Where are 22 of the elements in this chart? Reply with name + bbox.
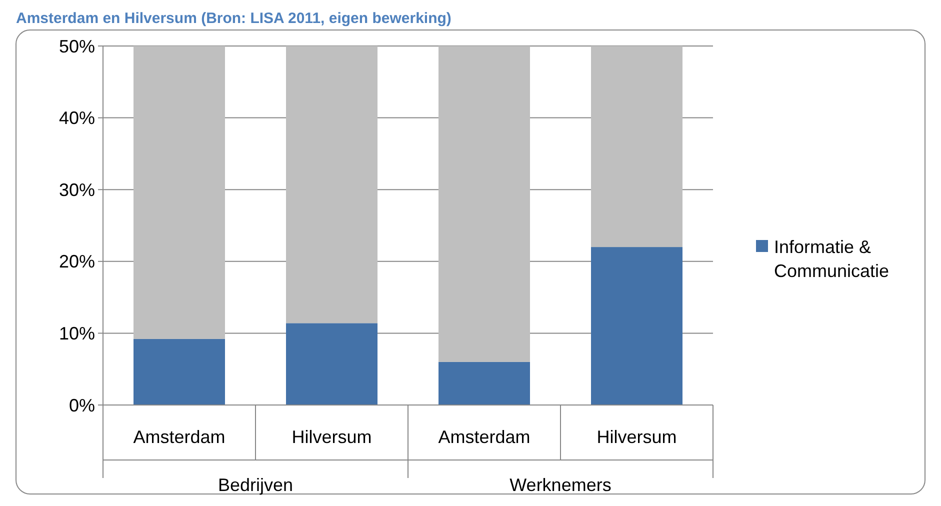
text: Bedrijven xyxy=(218,475,294,495)
y-tick-label: 30% xyxy=(58,180,95,200)
y-tick-label: 10% xyxy=(58,324,95,344)
y-tick-label: 40% xyxy=(58,108,95,128)
text: Werknemers xyxy=(510,475,612,495)
bar xyxy=(286,323,378,405)
bar xyxy=(591,247,682,405)
legend-label: Informatie & Communicatie xyxy=(774,237,890,281)
bar xyxy=(286,46,378,324)
bar xyxy=(438,362,530,405)
bar xyxy=(134,46,225,339)
chart-title: Amsterdam en Hilversum (Bron: LISA 2011, eigen bewerking) xyxy=(16,10,452,27)
y-tick-label: 50% xyxy=(58,36,95,56)
bar xyxy=(134,338,225,405)
x-tick-label: Amsterdam xyxy=(133,427,226,447)
bar xyxy=(438,46,530,362)
y-tick-label: 20% xyxy=(58,252,95,272)
x-tick-label: Hilversum xyxy=(292,427,372,447)
x-tick-label: Hilversum xyxy=(596,427,677,447)
bar xyxy=(591,46,682,248)
y-tick-label: 0% xyxy=(68,395,95,416)
x-tick-label: Amsterdam xyxy=(438,427,530,447)
